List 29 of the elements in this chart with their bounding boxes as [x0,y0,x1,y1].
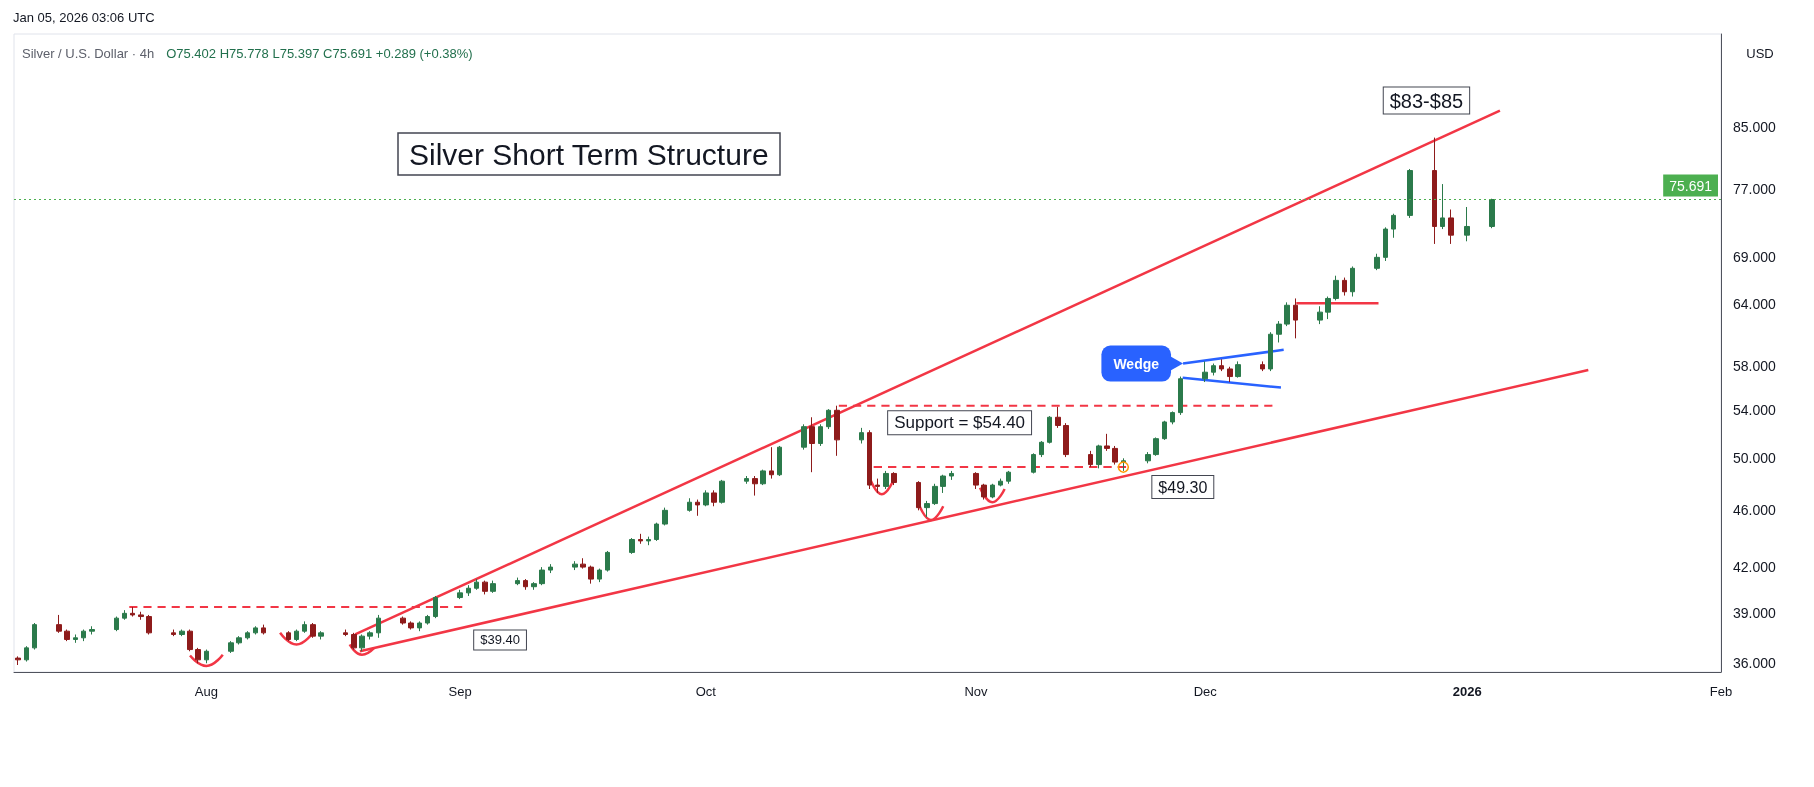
x-tick-label: Oct [695,683,717,699]
y-tick-label: 46.000 [1733,502,1777,519]
text: Silver / U.S. Dollar · 4h [22,45,155,61]
x-tick-label: Sep [448,683,472,699]
y-axis-title: USD [1746,45,1774,61]
y-tick-label: 77.000 [1733,180,1777,197]
x-tick-label: Nov [964,683,989,699]
y-tick-label: 58.000 [1733,357,1777,374]
ref-line-label: 75.691 [1669,177,1713,194]
annotation: $49.30 [1158,478,1208,496]
y-tick-label: 39.000 [1733,605,1777,622]
annotation: $83-$85 [1389,89,1464,112]
y-tick-label: 42.000 [1733,559,1777,576]
y-tick-label: 54.000 [1733,402,1777,419]
text: Silver Short Term Structure [409,137,769,171]
y-tick-label: 36.000 [1733,655,1777,672]
y-tick-label: 64.000 [1733,296,1777,313]
y-tick-label: 50.000 [1733,450,1777,467]
y-tick-label: 85.000 [1733,119,1777,136]
text: Jan 05, 2026 03:06 UTC [13,9,155,25]
x-tick-label: Feb [1709,683,1733,699]
annotation: Support = $54.40 [894,413,1026,433]
annotation: $39.40 [480,632,520,648]
x-tick-label: 2026 [1452,683,1482,699]
annotation: O75.402 H75.778 L75.397 C75.691 +0.289 (+0.38%) [166,45,473,61]
x-tick-label: Aug [194,683,218,699]
x-tick-label: Dec [1193,683,1218,699]
annotation: Wedge [1113,355,1160,372]
y-tick-label: 69.000 [1733,249,1777,266]
